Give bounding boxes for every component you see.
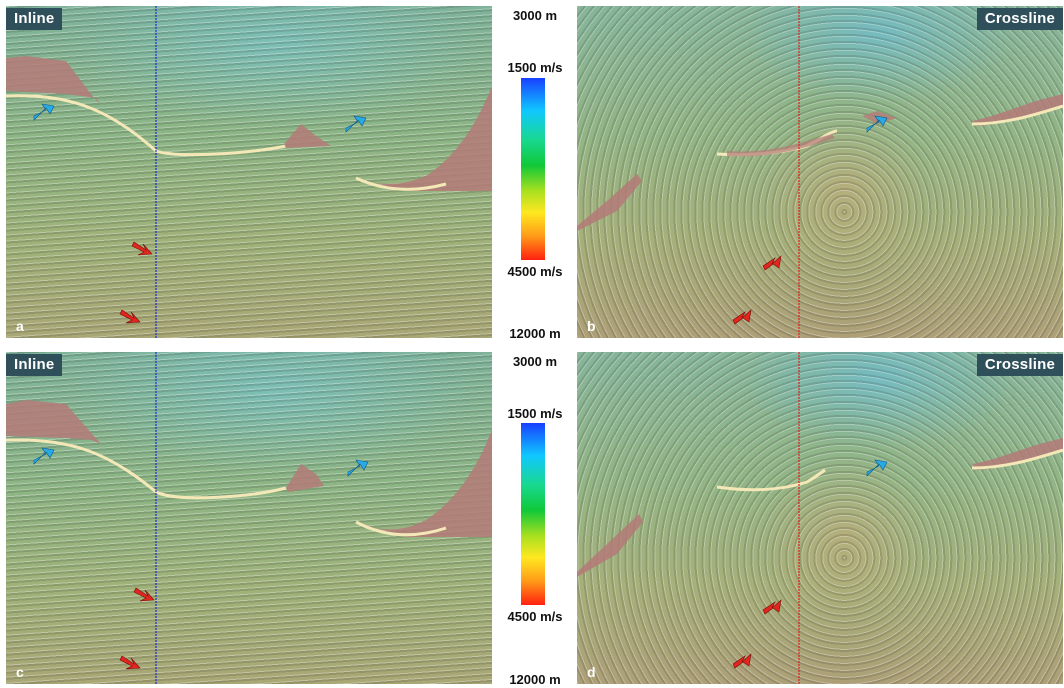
salt-body [6, 400, 101, 444]
velocity-min-label: 4500 m/s [507, 609, 563, 624]
salt-body [284, 124, 331, 148]
section-label: Crossline [976, 354, 1063, 376]
blue-arrow-icon [866, 459, 888, 477]
red-arrow-icon [732, 309, 752, 325]
panel-letter: a [16, 318, 24, 334]
section-label: Crossline [976, 8, 1063, 30]
salt-body [356, 430, 492, 537]
blue-arrow-icon [33, 447, 55, 465]
salt-body [972, 94, 1063, 126]
velocity-colorbar [521, 423, 545, 605]
horizon-line [716, 468, 826, 492]
panel-letter: b [587, 318, 596, 334]
salt-body [356, 86, 492, 191]
horizon-line [971, 448, 1063, 470]
red-arrow-icon [119, 309, 141, 324]
blue-arrow-icon [33, 103, 55, 121]
velocity-max-label: 1500 m/s [507, 60, 563, 75]
salt-body [6, 56, 101, 106]
velocity-colorbar [521, 78, 545, 260]
salt-body [727, 134, 835, 157]
seismic-panel-a: Inline a [6, 6, 492, 338]
velocity-max-label: 1500 m/s [507, 406, 563, 421]
panel-letter: d [587, 664, 596, 680]
salt-body [577, 514, 643, 577]
horizon-line [971, 104, 1063, 126]
red-arrow-icon [762, 255, 782, 271]
seismic-image [6, 352, 492, 684]
horizon-line [6, 94, 287, 157]
seismic-image [577, 352, 1063, 684]
red-arrow-icon [732, 653, 752, 669]
horizon-line [355, 520, 447, 537]
salt-body [577, 174, 642, 231]
blue-arrow-icon [347, 459, 369, 477]
offset-bottom-label: 12000 m [509, 326, 561, 341]
red-arrow-icon [133, 587, 155, 602]
seismic-image [6, 6, 492, 338]
offset-top-label: 3000 m [512, 354, 558, 369]
section-label: Inline [6, 354, 63, 376]
seismic-image [577, 6, 1063, 338]
salt-body [286, 464, 324, 492]
red-arrow-icon [762, 599, 782, 615]
seismic-panel-b: Crossline b [577, 6, 1063, 338]
seismic-panel-d: Crossline d [577, 352, 1063, 684]
red-arrow-icon [131, 241, 153, 256]
blue-arrow-icon [345, 115, 367, 133]
offset-bottom-label: 12000 m [509, 672, 561, 687]
section-label: Inline [6, 8, 63, 30]
salt-body [972, 438, 1063, 470]
seismic-panel-c: Inline c [6, 352, 492, 684]
velocity-min-label: 4500 m/s [507, 264, 563, 279]
horizon-line [6, 438, 287, 500]
panel-letter: c [16, 664, 24, 680]
offset-top-label: 3000 m [512, 8, 558, 23]
horizon-line [355, 176, 447, 191]
red-arrow-icon [119, 655, 141, 670]
blue-arrow-icon [866, 115, 888, 133]
